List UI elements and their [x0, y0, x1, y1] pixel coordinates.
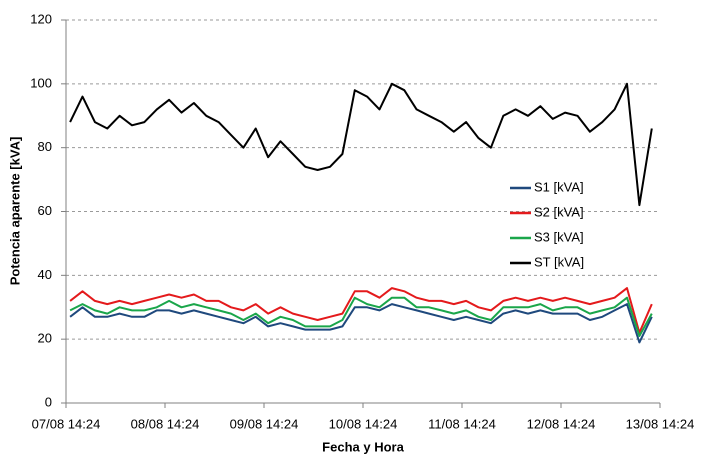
x-tick-label: 09/08 14:24: [230, 416, 299, 431]
series-line: [69, 296, 653, 337]
y-tick-label: 80: [38, 139, 52, 154]
y-tick-label: 100: [30, 75, 52, 90]
legend-label: S2 [kVA]: [534, 204, 584, 219]
x-tick-label: 10/08 14:24: [329, 416, 398, 431]
x-tick-label: 07/08 14:24: [32, 416, 101, 431]
x-tick-label: 13/08 14:24: [626, 416, 695, 431]
x-tick-label: 08/08 14:24: [131, 416, 200, 431]
legend-label: ST [kVA]: [534, 254, 584, 269]
legend-label: S3 [kVA]: [534, 229, 584, 244]
series-line: [69, 82, 653, 207]
series-line: [69, 303, 653, 344]
x-axis-title: Fecha y Hora: [322, 439, 404, 454]
legend-label: S1 [kVA]: [534, 179, 584, 194]
y-tick-label: 0: [45, 394, 52, 409]
series-line: [69, 287, 653, 334]
y-axis-title: Potencia aparente [kVA]: [7, 137, 22, 286]
y-tick-label: 60: [38, 203, 52, 218]
y-tick-label: 40: [38, 267, 52, 282]
y-tick-label: 120: [30, 11, 52, 26]
x-tick-label: 12/08 14:24: [527, 416, 596, 431]
y-tick-label: 20: [38, 331, 52, 346]
x-tick-label: 11/08 14:24: [428, 416, 496, 431]
